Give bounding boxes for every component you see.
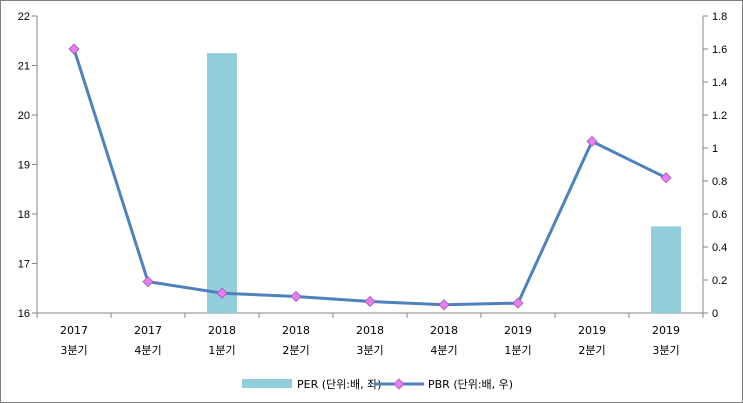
right-tick-label: 0.4 — [712, 242, 727, 254]
legend-per-swatch — [242, 379, 292, 388]
x-tick-label-quarter: 3분기 — [356, 344, 383, 357]
pbr-point — [290, 290, 302, 303]
tick-labels: 16 17 18 19 20 21 22 0 0.2 0.4 0.6 0.8 1 1.2 1.4 1.6 1.8… — [18, 11, 728, 357]
legend-per-label: PER (단위:배, 좌) — [297, 378, 382, 391]
pbr-point — [512, 297, 524, 309]
right-tick-label: 0.2 — [712, 275, 727, 287]
right-tick-label: 1.2 — [712, 110, 727, 122]
left-tick-label: 22 — [18, 11, 30, 23]
pbr-point — [364, 295, 376, 308]
pbr-point — [586, 135, 598, 147]
x-tick-label-year: 2019 — [504, 324, 532, 337]
axes — [32, 15, 708, 318]
x-tick-label-year: 2017 — [134, 324, 162, 337]
pbr-point — [660, 172, 672, 184]
left-tick-label: 18 — [18, 209, 30, 221]
legend-pbr-label: PBR (단위:배, 우) — [428, 378, 513, 391]
left-tick-label: 21 — [18, 61, 30, 73]
legend: PER (단위:배, 좌) PBR (단위:배, 우) — [242, 378, 513, 391]
x-tick-label-quarter: 3분기 — [60, 344, 87, 357]
right-tick-label: 0.8 — [712, 176, 727, 188]
right-tick-label: 0.6 — [712, 209, 727, 221]
x-tick-label-year: 2018 — [430, 324, 458, 337]
x-tick-label-year: 2018 — [282, 324, 310, 337]
left-tick-label: 20 — [18, 110, 30, 122]
pbr-line — [68, 43, 672, 311]
right-tick-label: 1.4 — [712, 77, 727, 89]
left-tick-label: 19 — [18, 160, 30, 172]
pbr-point — [142, 276, 154, 288]
x-tick-label-year: 2019 — [578, 324, 606, 337]
right-tick-label: 0 — [712, 308, 718, 320]
per-bar — [207, 53, 237, 313]
x-tick-label-year: 2018 — [356, 324, 384, 337]
x-tick-label-quarter: 3분기 — [652, 344, 679, 357]
left-tick-label: 16 — [18, 308, 30, 320]
x-tick-label-quarter: 2분기 — [578, 344, 605, 357]
per-bar — [651, 226, 681, 313]
pbr-point — [438, 299, 450, 311]
x-tick-label-quarter: 1분기 — [504, 344, 531, 357]
left-tick-label: 17 — [18, 259, 30, 271]
right-tick-label: 1.8 — [712, 11, 727, 23]
x-tick-label-year: 2017 — [60, 324, 88, 337]
pbr-point — [68, 43, 80, 55]
pbr-series-line — [72, 48, 667, 307]
x-tick-label-quarter: 1분기 — [208, 344, 235, 357]
pbr-point — [216, 287, 228, 299]
right-tick-label: 1.6 — [712, 44, 727, 56]
x-tick-label-quarter: 2분기 — [282, 344, 309, 357]
x-tick-label-year: 2018 — [208, 324, 236, 337]
per-bars — [207, 53, 681, 313]
x-tick-label-quarter: 4분기 — [134, 344, 161, 357]
x-tick-label-year: 2019 — [652, 324, 680, 337]
legend-pbr-marker — [393, 378, 405, 390]
x-tick-label-quarter: 4분기 — [430, 344, 457, 357]
right-tick-label: 1 — [712, 143, 718, 155]
